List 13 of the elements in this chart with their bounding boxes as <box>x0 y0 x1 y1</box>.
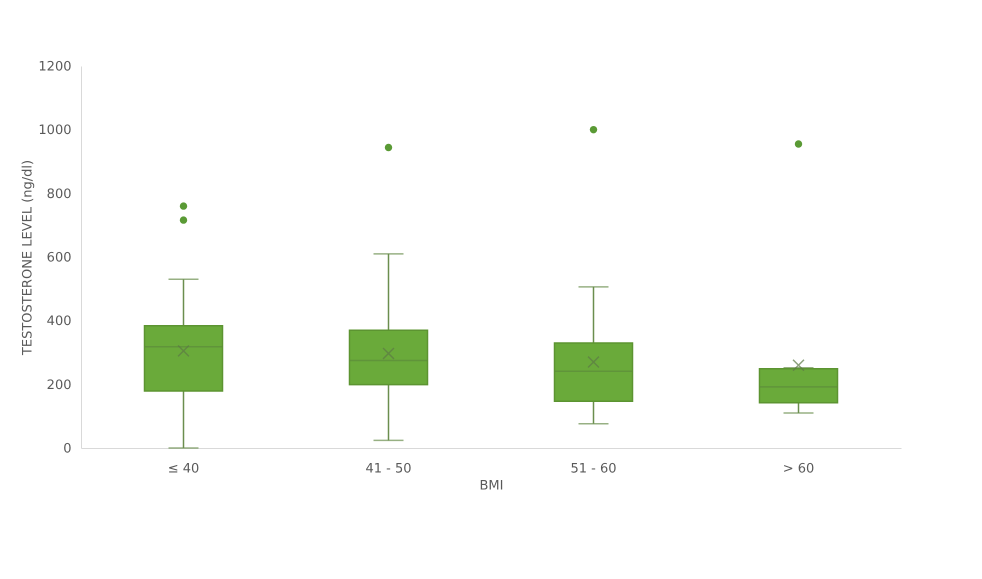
y-axis-title: TESTOSTERONE LEVEL (ng/dl) <box>20 160 36 356</box>
x-tick-label: ≤ 40 <box>168 462 200 476</box>
x-tick-label: 51 - 60 <box>570 462 617 476</box>
y-tick-label: 600 <box>46 250 72 266</box>
y-tick-label: 800 <box>46 186 72 202</box>
y-tick-label: 200 <box>46 378 72 393</box>
x-tick-label: > 60 <box>782 462 814 476</box>
y-tick-label: 400 <box>46 314 72 330</box>
x-axis-title: BMI <box>480 478 504 494</box>
y-tick-label: 1200 <box>38 60 72 74</box>
x-tick-label: 41 - 50 <box>365 462 412 476</box>
y-tick-label: 1000 <box>38 123 72 138</box>
y-tick-label: 0 <box>63 442 72 456</box>
